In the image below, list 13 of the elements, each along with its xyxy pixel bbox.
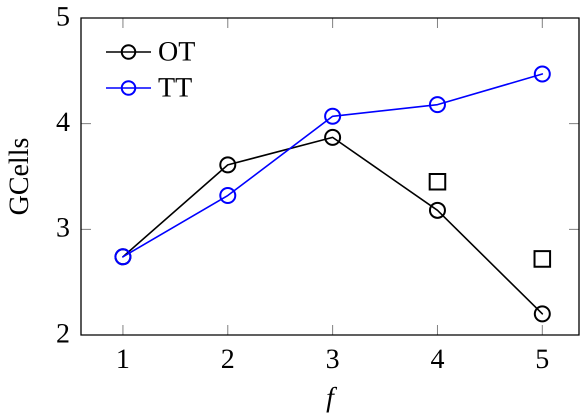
x-tick-label: 5 <box>535 344 550 376</box>
y-tick-label: 3 <box>56 212 70 244</box>
y-axis-title: GCells <box>4 138 36 216</box>
x-tick-label: 1 <box>116 344 130 376</box>
x-tick-label: 2 <box>220 344 235 376</box>
x-axis-title: f <box>326 382 338 414</box>
x-tick-label: 3 <box>326 344 340 376</box>
x-tick-label: 4 <box>430 344 444 376</box>
legend-label: TT <box>158 72 192 104</box>
y-tick-label: 5 <box>56 1 70 32</box>
y-tick-label: 4 <box>56 107 70 138</box>
legend-label: OT <box>158 36 196 68</box>
y-tick-label: 2 <box>56 318 70 350</box>
